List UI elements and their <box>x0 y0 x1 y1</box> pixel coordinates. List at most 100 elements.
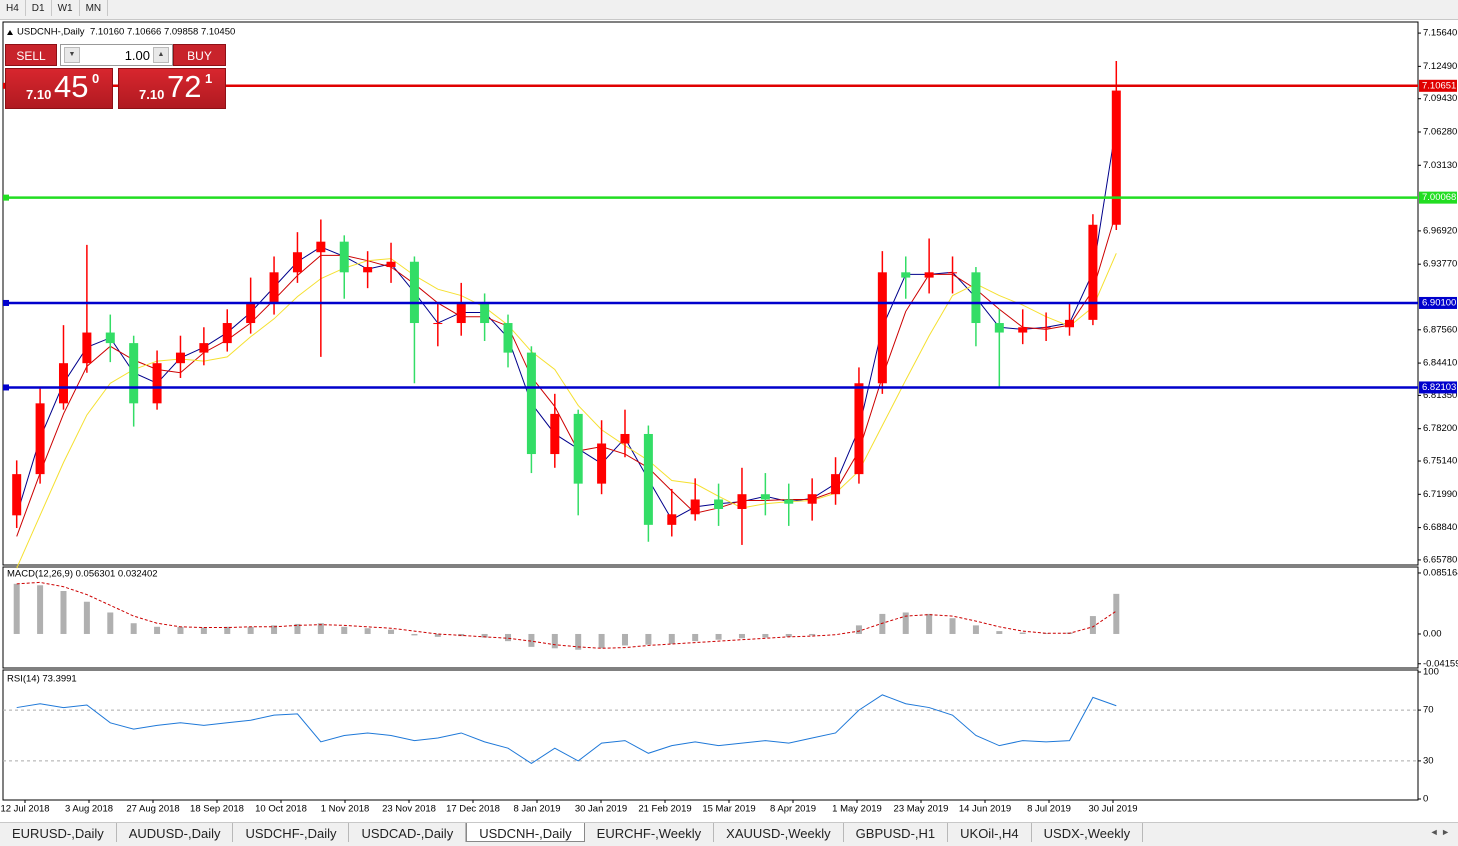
sell-button[interactable]: SELL <box>5 44 57 66</box>
y-tick-label: 6.68840 <box>1423 522 1457 533</box>
macd-bar <box>271 625 278 634</box>
indicator-title: RSI(14) 73.3991 <box>7 674 77 685</box>
x-tick-label: 8 Jan 2019 <box>513 804 560 815</box>
macd-bar <box>902 612 909 634</box>
y-tick-label: 7.09430 <box>1423 93 1457 104</box>
candle-body <box>807 494 817 504</box>
candle-body <box>269 272 279 303</box>
candle-body <box>1065 319 1075 328</box>
chart-tab[interactable]: GBPUSD-,H1 <box>844 823 949 842</box>
candle-body <box>690 499 700 515</box>
x-tick-label: 8 Jul 2019 <box>1027 804 1071 815</box>
macd-bar <box>1019 632 1026 634</box>
candle-body <box>503 323 513 353</box>
chart-tab[interactable]: USDCAD-,Daily <box>349 823 467 842</box>
candle-body <box>199 343 209 353</box>
macd-bar <box>107 612 114 634</box>
chart-tab[interactable]: EURUSD-,Daily <box>0 823 117 842</box>
sell-price[interactable]: 7.10 45 0 <box>5 68 113 109</box>
macd-signal <box>16 581 1117 649</box>
candle-body <box>339 241 349 273</box>
x-tick-label: 3 Aug 2018 <box>65 804 113 815</box>
lots-input[interactable]: ▼ 1.00 ▲ <box>60 44 173 66</box>
macd-bar <box>879 613 886 634</box>
macd-bar <box>200 627 207 634</box>
x-tick-label: 30 Jan 2019 <box>575 804 627 815</box>
macd-bar <box>996 631 1003 634</box>
x-tick-label: 23 Nov 2018 <box>382 804 436 815</box>
price-big-figure: 7.10 <box>139 87 165 102</box>
y-tick-label: 7.15640 <box>1423 28 1457 39</box>
macd-bar <box>130 623 137 634</box>
y-tick-label: 7.12490 <box>1423 61 1457 72</box>
macd-bar <box>1043 633 1050 634</box>
macd-bar <box>668 633 675 645</box>
timeframe-button[interactable]: H4 <box>0 0 26 16</box>
tab-scroll[interactable]: ◄ ► <box>1429 827 1450 837</box>
buy-price[interactable]: 7.10 72 1 <box>118 68 226 109</box>
symbol-arrow <box>7 30 13 35</box>
y-tick-label: 7.03130 <box>1423 160 1457 171</box>
level-label: 6.82103 <box>1422 382 1456 393</box>
y-tick-label: -0.04159 <box>1423 658 1458 669</box>
macd-bar <box>13 583 20 634</box>
y-tick-label: 6.81350 <box>1423 390 1457 401</box>
chart-tab[interactable]: USDCHF-,Daily <box>233 823 350 842</box>
macd-bar <box>598 633 605 649</box>
chart-tab[interactable]: UKOil-,H4 <box>948 823 1032 842</box>
macd-bar <box>949 618 956 634</box>
macd-bar <box>37 585 44 634</box>
candle-body <box>129 343 139 404</box>
y-tick-label: 6.93770 <box>1423 259 1457 270</box>
candle-body <box>1111 90 1121 225</box>
chart-tabs: EURUSD-,Daily AUDUSD-,Daily USDCHF-,Daily U… <box>0 822 1458 846</box>
timeframe-toolbar: H4 D1 W1 MN <box>0 0 1458 20</box>
chart-tab[interactable]: EURCHF-,Weekly <box>585 823 715 842</box>
y-tick-label: 70 <box>1423 705 1434 716</box>
y-tick-label: 6.84410 <box>1423 358 1457 369</box>
level-label: 7.10651 <box>1422 80 1456 91</box>
price-fraction: 0 <box>92 71 100 86</box>
lots-down[interactable]: ▼ <box>64 47 80 63</box>
x-tick-label: 14 Jun 2019 <box>959 804 1011 815</box>
chart-tab[interactable]: XAUUSD-,Weekly <box>714 823 844 842</box>
macd-bar <box>575 633 582 650</box>
chart-tab[interactable]: AUDUSD-,Daily <box>117 823 234 842</box>
x-tick-label: 18 Sep 2018 <box>190 804 244 815</box>
macd-bar <box>645 633 652 645</box>
lots-up[interactable]: ▲ <box>153 47 169 63</box>
chart-tab[interactable]: USDCNH-,Daily <box>466 823 585 842</box>
x-tick-label: 30 Jul 2019 <box>1088 804 1137 815</box>
timeframe-button[interactable]: D1 <box>26 0 52 16</box>
level-handle <box>3 194 9 201</box>
macd-bar <box>154 626 161 634</box>
candle-body <box>948 272 958 274</box>
candle-body <box>12 474 22 516</box>
macd-bar <box>715 633 722 640</box>
candle-body <box>760 494 770 500</box>
candle-body <box>620 433 630 444</box>
candle-body <box>1018 327 1028 333</box>
candle-body <box>35 403 45 475</box>
candle-body <box>784 499 794 504</box>
candle-body <box>433 323 443 325</box>
price-pips: 72 <box>167 69 202 104</box>
chart-tab[interactable]: USDX-,Weekly <box>1032 823 1144 842</box>
timeframe-button[interactable]: MN <box>80 0 109 16</box>
y-tick-label: 6.65780 <box>1423 554 1457 565</box>
x-tick-label: 17 Dec 2018 <box>446 804 500 815</box>
candle-body <box>854 383 864 475</box>
level-label-box <box>1419 381 1457 394</box>
candle-body <box>877 272 887 384</box>
buy-button[interactable]: BUY <box>173 44 226 66</box>
candle-body <box>667 514 677 525</box>
timeframe-button[interactable]: W1 <box>52 0 80 16</box>
candle-body <box>292 252 302 273</box>
macd-bar <box>481 633 488 638</box>
candle-body <box>924 272 934 278</box>
candle-body <box>1041 327 1051 329</box>
rsi-line <box>16 694 1117 765</box>
x-tick-label: 10 Oct 2018 <box>255 804 307 815</box>
macd-bar <box>972 625 979 634</box>
macd-bar <box>364 628 371 634</box>
